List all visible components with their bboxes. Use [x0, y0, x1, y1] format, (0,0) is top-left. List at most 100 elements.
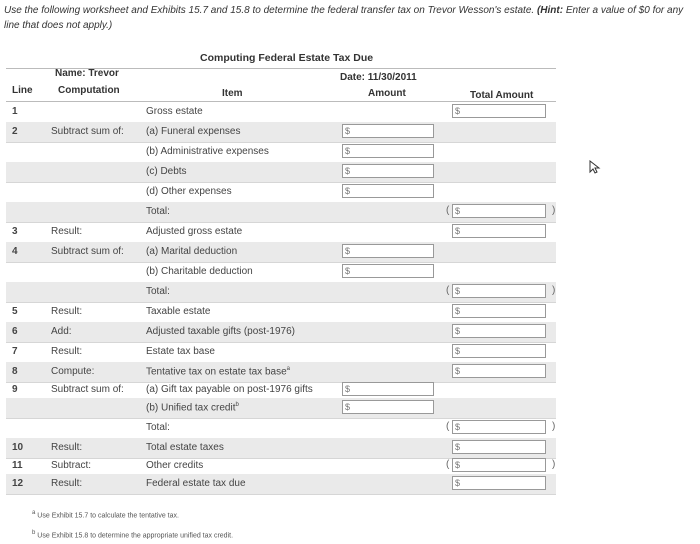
close-paren: ): [552, 421, 556, 432]
amount-input[interactable]: $: [342, 382, 434, 396]
total-amount-input[interactable]: $: [452, 458, 546, 472]
computation-label: Result:: [51, 346, 83, 357]
currency-symbol: $: [345, 186, 351, 196]
currency-symbol: $: [345, 126, 351, 136]
currency-symbol: $: [455, 346, 461, 356]
computation-label: Subtract:: [51, 460, 92, 471]
line-number: 10: [12, 442, 24, 453]
line-number: 6: [12, 326, 18, 337]
computation-label: Result:: [51, 306, 83, 317]
close-paren: ): [552, 459, 556, 470]
item-label: Total:: [146, 286, 170, 297]
currency-symbol: $: [345, 384, 351, 394]
item-label: Tentative tax on estate tax basea: [146, 366, 290, 378]
total-amount-input[interactable]: $: [452, 284, 546, 298]
table-row: 8 Compute: Tentative tax on estate tax bas…: [6, 362, 556, 383]
total-amount-input[interactable]: $: [452, 440, 546, 454]
item-label: (b) Unified tax creditb: [146, 402, 239, 414]
amount-input[interactable]: $: [342, 184, 434, 198]
header-divider: [6, 68, 556, 69]
table-row: (d) Other expenses $: [6, 182, 556, 203]
amount-input[interactable]: $: [342, 164, 434, 178]
instructions-text: Use the following worksheet and Exhibits…: [4, 5, 535, 16]
amount-input[interactable]: $: [342, 144, 434, 158]
item-label: Total:: [146, 422, 170, 433]
table-row: Total: ( $): [6, 282, 556, 303]
amount-input[interactable]: $: [342, 124, 434, 138]
worksheet-title: Computing Federal Estate Tax Due: [200, 52, 374, 64]
currency-symbol: $: [345, 402, 351, 412]
close-paren: ): [552, 285, 556, 296]
open-paren: (: [446, 459, 450, 470]
footnote-a: a Use Exhibit 15.7 to calculate the tent…: [32, 510, 179, 520]
computation-label: Compute:: [51, 366, 95, 377]
amount-input[interactable]: $: [342, 400, 434, 414]
item-label: Other credits: [146, 460, 204, 471]
table-row: 12 Result: Federal estate tax due $: [6, 474, 556, 495]
instructions: Use the following worksheet and Exhibits…: [4, 3, 698, 33]
item-label: (c) Debts: [146, 166, 187, 177]
currency-symbol: $: [345, 146, 351, 156]
currency-symbol: $: [455, 366, 461, 376]
computation-label: Subtract sum of:: [51, 126, 124, 137]
line-number: 4: [12, 246, 18, 257]
table-row: 7 Result: Estate tax base $: [6, 342, 556, 363]
line-number: 3: [12, 226, 18, 237]
table-row: (b) Administrative expenses $: [6, 142, 556, 163]
table-row: 2 Subtract sum of: (a) Funeral expenses $: [6, 122, 556, 143]
item-label: Gross estate: [146, 106, 203, 117]
total-amount-input[interactable]: $: [452, 304, 546, 318]
total-amount-input[interactable]: $: [452, 364, 546, 378]
table-row: 10 Result: Total estate taxes $: [6, 438, 556, 459]
open-paren: (: [446, 421, 450, 432]
table-row: 5 Result: Taxable estate $: [6, 302, 556, 323]
amount-input[interactable]: $: [342, 244, 434, 258]
item-label: Adjusted taxable gifts (post-1976): [146, 326, 295, 337]
currency-symbol: $: [455, 226, 461, 236]
currency-symbol: $: [455, 206, 461, 216]
currency-symbol: $: [455, 326, 461, 336]
item-label: (a) Gift tax payable on post-1976 gifts: [146, 384, 313, 395]
col-item: Item: [222, 88, 243, 99]
table-row: 1 Gross estate $: [6, 102, 556, 123]
item-label: Estate tax base: [146, 346, 215, 357]
currency-symbol: $: [455, 106, 461, 116]
mouse-cursor-icon: [589, 160, 601, 174]
currency-symbol: $: [455, 286, 461, 296]
item-label: Total estate taxes: [146, 442, 224, 453]
computation-label: Result:: [51, 478, 83, 489]
table-row: 3 Result: Adjusted gross estate $: [6, 222, 556, 243]
total-amount-input[interactable]: $: [452, 204, 546, 218]
item-label: (a) Funeral expenses: [146, 126, 241, 137]
computation-label: Result:: [51, 226, 83, 237]
col-line: Line: [12, 85, 33, 96]
total-amount-input[interactable]: $: [452, 344, 546, 358]
line-number: 12: [12, 478, 24, 489]
line-number: 8: [12, 366, 18, 377]
line-number: 2: [12, 126, 18, 137]
item-label: Federal estate tax due: [146, 478, 246, 489]
line-number: 9: [12, 384, 18, 395]
open-paren: (: [446, 285, 450, 296]
total-amount-input[interactable]: $: [452, 420, 546, 434]
item-label: (d) Other expenses: [146, 186, 232, 197]
total-amount-input[interactable]: $: [452, 324, 546, 338]
line-number: 11: [12, 460, 23, 471]
total-amount-input[interactable]: $: [452, 476, 546, 490]
header-bottom-divider: [6, 101, 556, 102]
col-total: Total Amount: [470, 90, 534, 101]
computation-label: Add:: [51, 326, 72, 337]
close-paren: ): [552, 205, 556, 216]
total-amount-input[interactable]: $: [452, 104, 546, 118]
currency-symbol: $: [455, 478, 461, 488]
table-row: (b) Charitable deduction $: [6, 262, 556, 283]
total-amount-input[interactable]: $: [452, 224, 546, 238]
amount-input[interactable]: $: [342, 264, 434, 278]
open-paren: (: [446, 205, 450, 216]
table-row: Total: ($): [6, 418, 556, 439]
currency-symbol: $: [455, 306, 461, 316]
hint-label: (Hint:: [536, 5, 564, 16]
line-number: 7: [12, 346, 18, 357]
currency-symbol: $: [345, 166, 351, 176]
name-label: Name: Trevor: [55, 68, 119, 79]
